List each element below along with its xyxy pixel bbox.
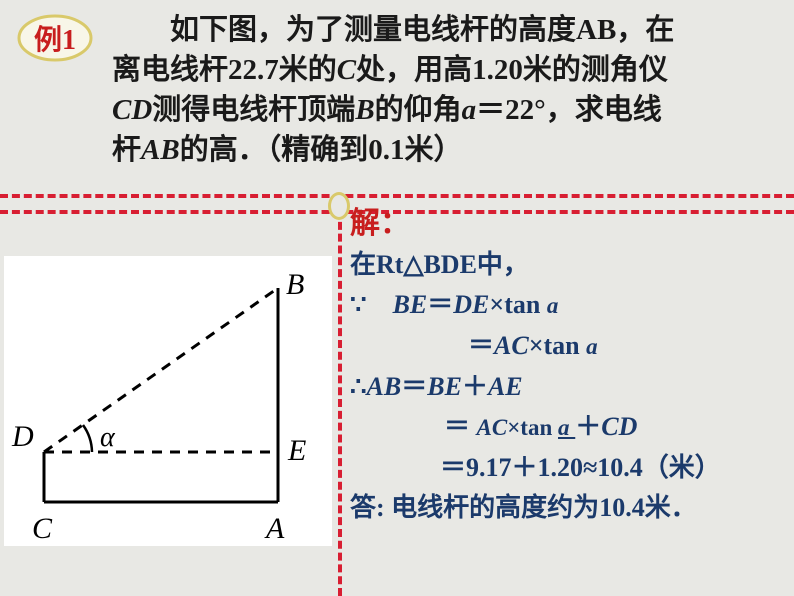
t: ＝ [444, 412, 477, 441]
divider-dashed-top [0, 194, 794, 198]
t: 的高．（精确到 [180, 134, 369, 166]
t: BDE [423, 250, 476, 279]
t: DE [453, 290, 489, 319]
t: C [337, 54, 356, 86]
t: AB [576, 14, 616, 46]
t: AB [367, 372, 402, 401]
t: CD [112, 94, 152, 126]
t: 的仰角 [375, 94, 462, 126]
t: AE [488, 372, 523, 401]
decor-oval [328, 192, 350, 220]
geometry-diagram: B D E C A α [4, 256, 332, 546]
t: ： [380, 207, 410, 240]
t: ＝ [468, 331, 494, 360]
t: ＋ [575, 412, 601, 441]
example-badge: 例1 [16, 12, 94, 64]
t: a [558, 415, 575, 440]
t: 测得电线杆顶端 [152, 94, 355, 126]
label-C: C [32, 512, 53, 545]
t: a [586, 334, 598, 359]
t: a [462, 94, 477, 126]
example-label: 例1 [34, 18, 76, 58]
t: 1.20 [472, 54, 523, 86]
t: AB [141, 134, 180, 166]
t: ＝ [427, 290, 453, 319]
t: : 电线杆的高度约为 [376, 493, 599, 522]
t: △ [403, 250, 423, 279]
t: ×tan [489, 290, 546, 319]
t: 如下图，为了测量电线杆的高度 [170, 14, 576, 46]
t: ＝9.17＋1.20≈10.4（米） [440, 453, 721, 482]
t: AC [494, 331, 529, 360]
label-B: B [286, 268, 304, 301]
t: ∵ [350, 290, 367, 319]
label-D: D [11, 420, 34, 453]
label-E: E [287, 434, 306, 467]
label-A: A [264, 512, 285, 545]
prefix [112, 14, 170, 46]
t: ＋ [462, 372, 488, 401]
t: ＝22° [476, 94, 546, 126]
problem-text: 如下图，为了测量电线杆的高度AB，在 离电线杆22.7米的C处，用高1.20米的… [112, 10, 772, 170]
t: 答 [350, 493, 376, 522]
t: 米） [404, 134, 462, 166]
t: 22.7 [228, 54, 279, 86]
t: ，在 [616, 14, 674, 46]
t: Rt [376, 250, 403, 279]
t: 离电线杆 [112, 54, 228, 86]
t: ＝ [401, 372, 427, 401]
t: 处，用高 [356, 54, 472, 86]
label-alpha: α [100, 422, 116, 453]
t: 米的 [279, 54, 337, 86]
t: 杆 [112, 134, 141, 166]
t: 10.4 [599, 493, 645, 522]
t: BE [427, 372, 462, 401]
t: ×tan [529, 331, 586, 360]
solution-block: 解： 在Rt△BDE中， ∵ BE＝DE×tan a ＝AC×tan a ∴AB… [350, 204, 790, 528]
t: 0.1 [368, 134, 404, 166]
t: 米． [645, 493, 697, 522]
t: CD [601, 412, 637, 441]
sol-header: 解 [350, 207, 380, 240]
t: AC [477, 415, 508, 440]
t: B [355, 94, 374, 126]
t: 中， [477, 250, 529, 279]
t: BE [393, 290, 428, 319]
t: ×tan [507, 415, 558, 440]
t: 在 [350, 250, 376, 279]
t: 米的测角仪 [523, 54, 668, 86]
t: ，求电线 [546, 94, 662, 126]
divider-dashed-vertical [338, 210, 342, 596]
t: a [547, 293, 559, 318]
t: ∴ [350, 372, 367, 401]
